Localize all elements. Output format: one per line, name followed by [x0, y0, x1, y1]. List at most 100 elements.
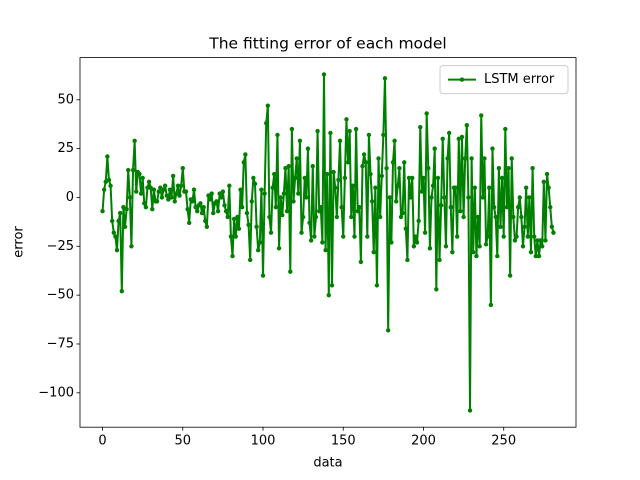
- point: [217, 191, 222, 196]
- point: [278, 195, 283, 200]
- legend-label: LSTM error: [484, 72, 555, 87]
- point: [292, 175, 298, 181]
- point: [316, 208, 322, 214]
- point: [103, 179, 108, 185]
- point: [511, 214, 516, 220]
- point: [201, 205, 206, 210]
- point: [186, 220, 192, 226]
- point: [251, 175, 256, 181]
- point: [533, 253, 539, 259]
- point: [358, 259, 364, 265]
- point: [506, 165, 511, 171]
- point: [432, 146, 437, 151]
- point: [193, 205, 198, 210]
- point: [384, 165, 389, 171]
- point: [215, 208, 221, 214]
- point: [462, 156, 468, 161]
- point: [365, 234, 370, 239]
- point: [519, 214, 524, 220]
- point: [101, 187, 107, 192]
- point: [270, 185, 275, 190]
- point: [262, 191, 267, 196]
- point: [214, 199, 219, 204]
- point: [211, 210, 216, 216]
- point: [230, 253, 235, 259]
- point: [326, 292, 332, 298]
- point: [209, 191, 214, 196]
- point: [438, 203, 444, 208]
- point: [161, 187, 166, 192]
- point: [241, 160, 246, 165]
- point: [418, 124, 423, 130]
- point: [151, 187, 157, 192]
- point: [315, 128, 320, 134]
- point: [531, 234, 537, 239]
- point: [501, 234, 506, 239]
- point: [551, 230, 556, 235]
- point: [522, 224, 527, 229]
- point: [443, 244, 449, 249]
- point: [273, 205, 279, 210]
- point: [116, 218, 121, 224]
- point: [414, 240, 420, 245]
- point: [296, 191, 301, 196]
- point: [259, 187, 264, 192]
- point: [117, 210, 123, 216]
- point: [520, 244, 526, 249]
- point: [397, 165, 402, 171]
- point: [243, 152, 248, 157]
- point: [203, 218, 208, 224]
- point: [105, 154, 110, 159]
- point: [429, 195, 434, 200]
- point: [371, 249, 376, 255]
- x-tick-label: 150: [331, 434, 356, 449]
- point: [344, 117, 349, 122]
- point: [304, 195, 309, 200]
- point: [268, 230, 274, 235]
- point: [523, 185, 529, 190]
- point: [450, 249, 455, 255]
- point: [459, 134, 465, 140]
- point: [442, 195, 447, 200]
- point: [164, 193, 169, 198]
- point: [410, 175, 415, 181]
- point: [475, 214, 481, 220]
- point: [405, 257, 410, 263]
- point: [318, 205, 323, 210]
- point: [305, 146, 311, 151]
- point: [307, 220, 312, 226]
- point: [549, 224, 555, 229]
- point: [264, 121, 269, 126]
- point: [512, 238, 518, 243]
- point: [435, 175, 441, 181]
- point: [499, 175, 505, 181]
- point: [239, 205, 245, 210]
- point: [249, 199, 254, 204]
- legend-marker: [459, 77, 465, 82]
- point: [247, 257, 253, 263]
- point: [381, 132, 386, 138]
- point: [150, 206, 155, 212]
- point: [142, 201, 147, 206]
- point: [280, 212, 285, 218]
- point: [222, 203, 227, 208]
- point: [300, 214, 306, 220]
- point: [419, 189, 425, 194]
- point: [302, 175, 307, 181]
- point: [352, 234, 357, 239]
- point: [320, 240, 325, 245]
- point: [515, 205, 521, 210]
- point: [411, 244, 417, 249]
- point: [291, 199, 296, 204]
- point: [525, 234, 530, 239]
- point: [336, 177, 341, 183]
- point: [382, 76, 388, 81]
- point: [162, 183, 168, 188]
- point: [132, 138, 137, 144]
- point: [504, 205, 510, 210]
- point: [180, 165, 185, 171]
- y-axis-label: error: [12, 226, 27, 258]
- point: [281, 191, 287, 196]
- point: [548, 205, 553, 210]
- point: [321, 72, 327, 77]
